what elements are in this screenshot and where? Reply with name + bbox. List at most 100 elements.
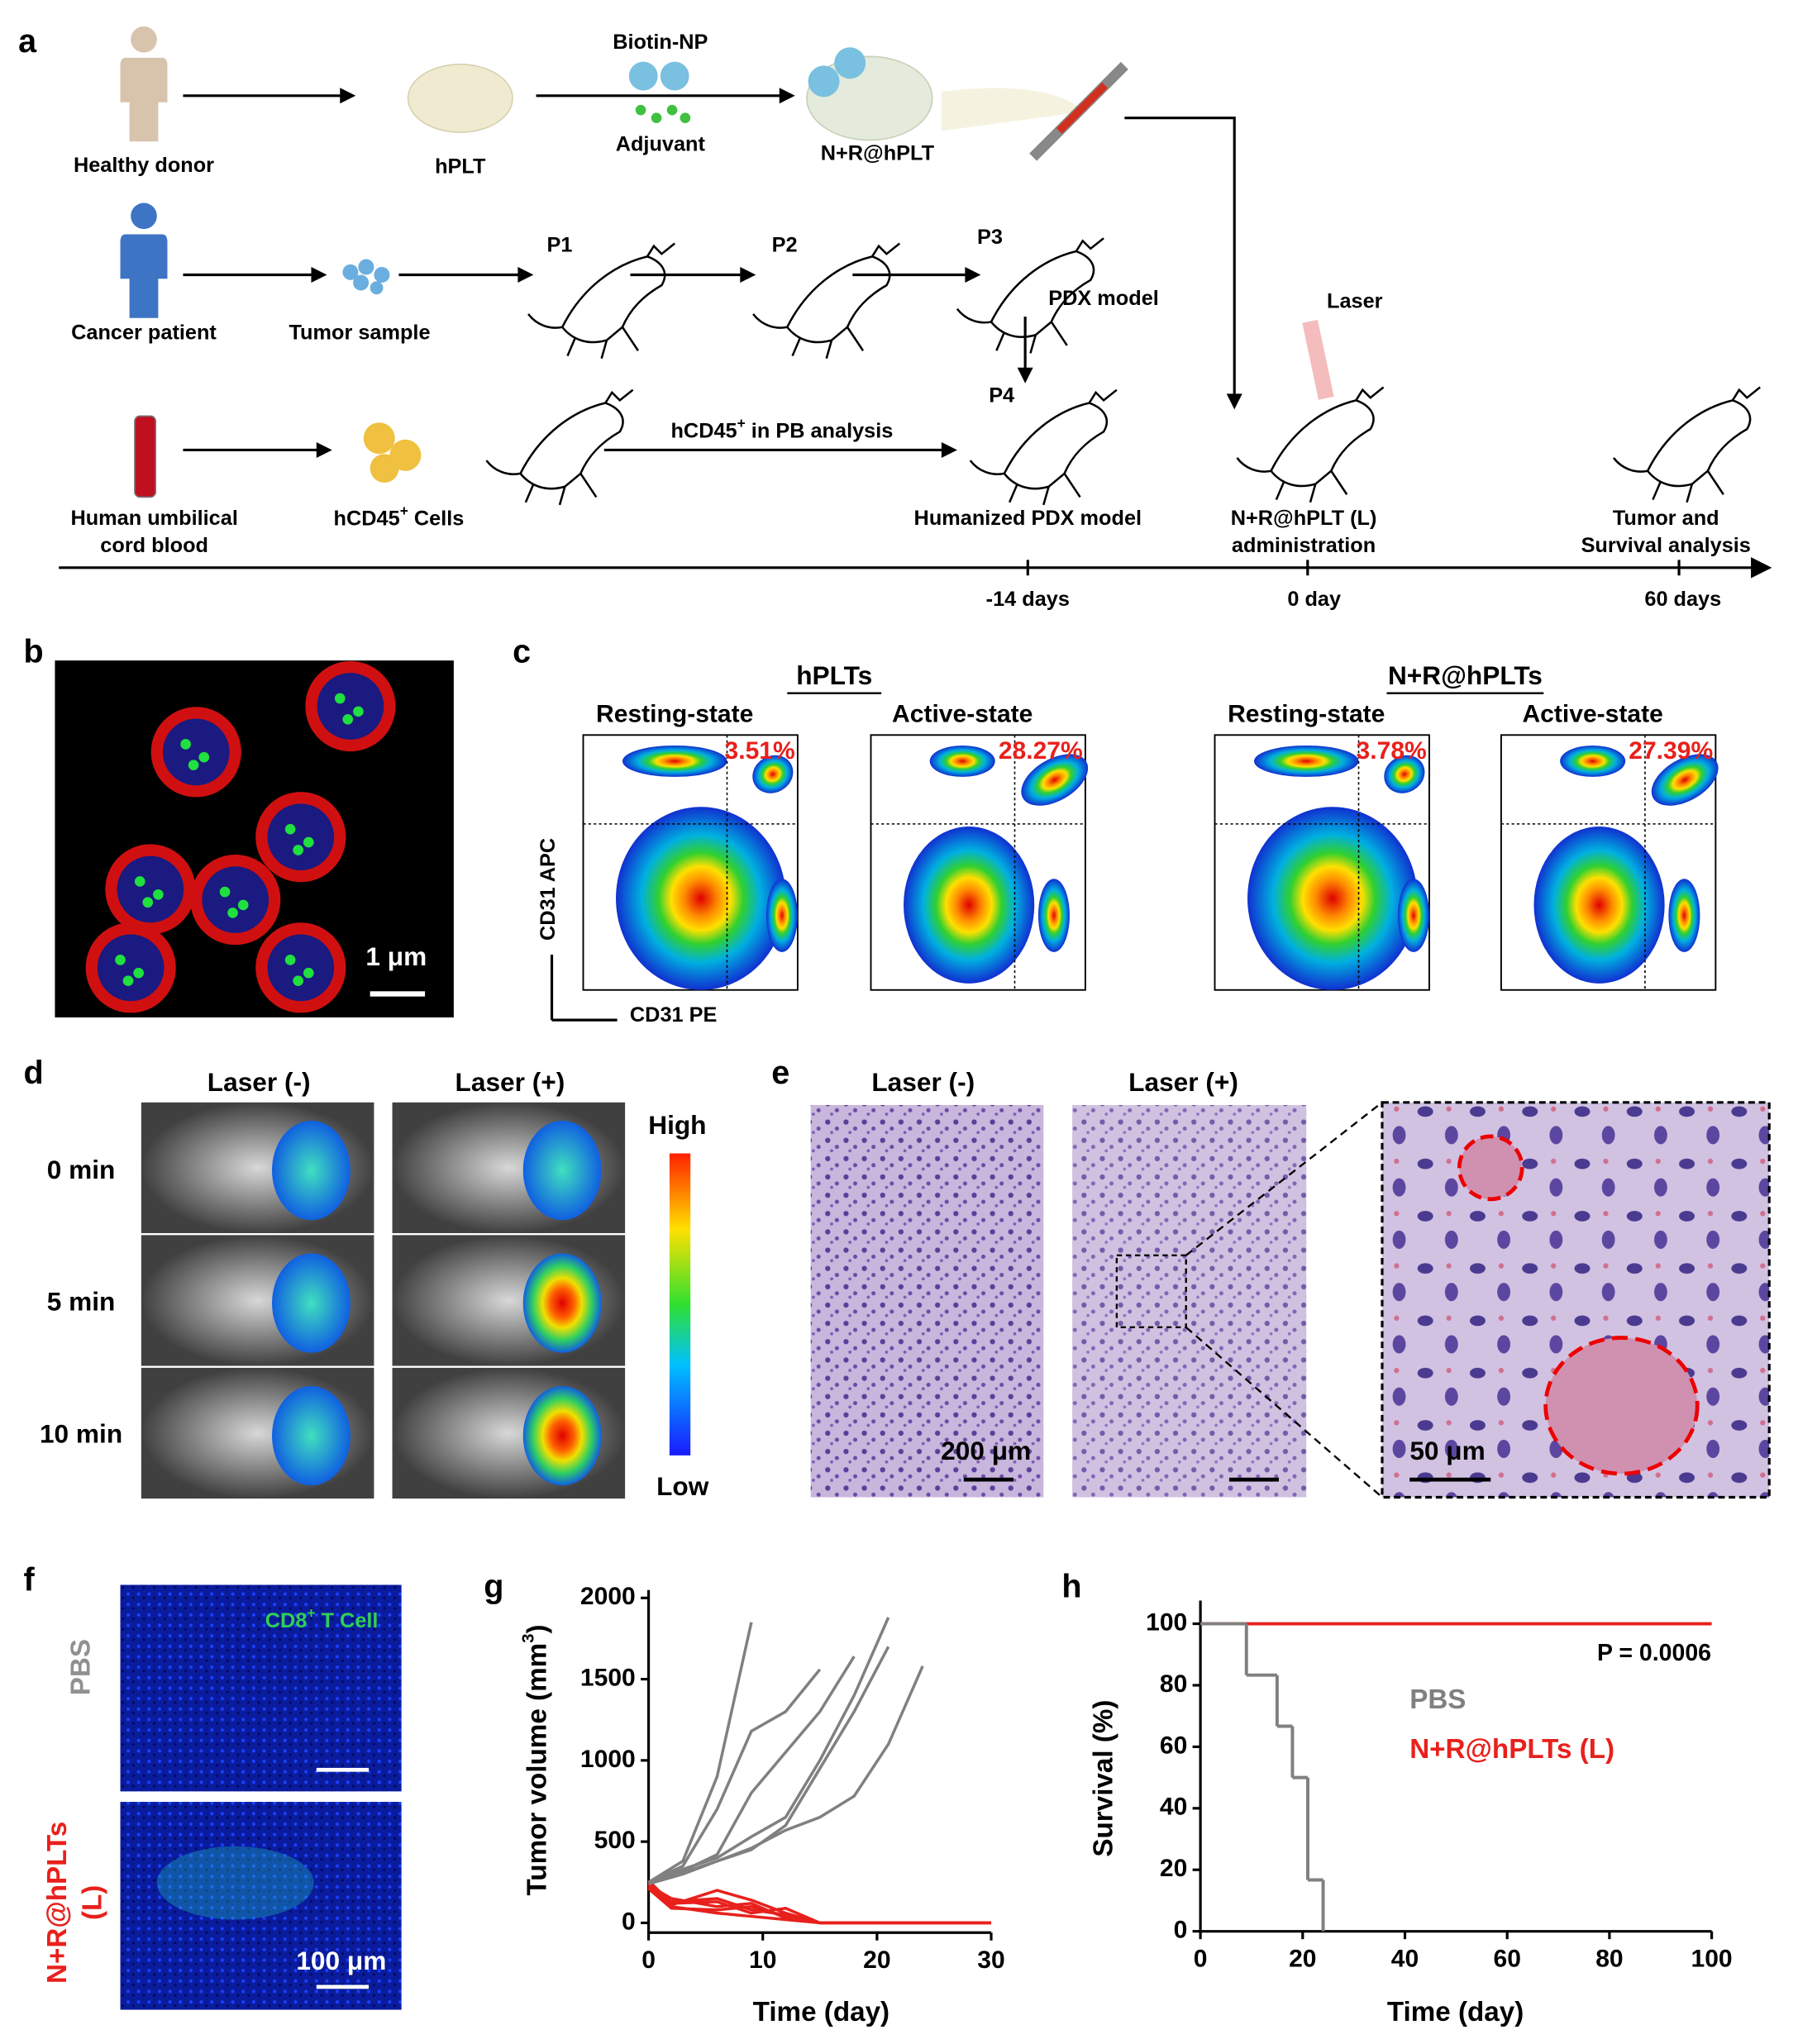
mouse-icon [969,388,1118,507]
signal [272,1120,351,1221]
label: P3 [977,226,1003,249]
y-axis-label: Tumor volume (mm3) [519,1624,552,1895]
label: hCD45+ in PB analysis [670,414,893,442]
label: P2 [772,233,798,256]
panel-label: e [771,1055,789,1091]
y-tick-label: 100 [1146,1608,1187,1636]
fluorescence-image [120,1802,402,2010]
y-tick-label: 0 [622,1908,636,1935]
label: Laser [1327,289,1383,312]
y-tick-label: 80 [1160,1670,1187,1698]
x-tick-label: 0 [641,1946,656,1974]
panel-label: g [484,1569,503,1605]
density [1021,754,1089,806]
plot-title: Resting-state [1228,701,1385,728]
label: P1 [547,233,573,256]
blood-tube [134,415,157,498]
colorbar-label: Low [656,1471,709,1501]
density [1397,879,1429,952]
panel-label: a [18,23,37,60]
scale-bar [1228,1477,1280,1482]
percent: 28.27% [999,737,1083,765]
density [765,879,798,952]
donor-icon [120,26,168,142]
annotation: P = 0.0006 [1597,1640,1711,1666]
text: Tumor volume (mm [522,1643,552,1896]
syringe-fill [1056,82,1108,134]
signal [272,1253,351,1353]
granule [134,876,145,887]
granule [334,693,346,704]
cell [150,707,241,798]
y-tick-label: 2000 [580,1583,636,1610]
label: Biotin-NP [613,31,708,54]
scale-bar [963,1477,1013,1482]
density [752,755,794,793]
label: Survival analysis [1581,534,1751,557]
percent: 3.51% [725,737,795,765]
series-line [648,1646,890,1885]
superscript: + [737,414,746,431]
column-label: Laser (-) [207,1067,311,1097]
granule [115,955,126,965]
axis-label: CD31 APC [537,838,560,941]
scale-bar [316,1984,370,1989]
group-title: hPLTs [796,660,872,690]
panel-label: d [23,1055,43,1091]
granule [133,967,144,979]
signal [522,1386,602,1486]
series-line [647,1880,992,1925]
series-line [647,1884,992,1925]
vessel-mark [1543,1336,1700,1476]
label: Human umbilical [70,507,237,530]
row-label: PBS [65,1639,96,1695]
cell [85,922,176,1013]
density [1668,879,1700,952]
label: 0 day [1287,588,1341,611]
granule [198,751,210,763]
row-label: 10 min [40,1419,122,1449]
text: in PB analysis [746,419,894,442]
x-tick-label: 20 [1289,1945,1316,1972]
density [1247,807,1418,990]
plot-title: Resting-state [596,701,753,728]
density [1384,755,1425,793]
density [1037,879,1070,952]
legend-entry: PBS [1409,1684,1466,1715]
cell [255,792,346,883]
scale-bar [316,1767,370,1772]
panel-label: h [1061,1569,1081,1605]
x-axis-label: Time (day) [1387,1997,1524,2027]
spray [941,88,1085,131]
density [1533,827,1665,984]
panel-label: f [23,1562,35,1599]
y-tick-label: 500 [594,1827,636,1854]
scale-label: 200 μm [941,1436,1031,1465]
row-label: (L) [78,1885,108,1920]
arrows [183,94,1236,452]
y-tick-label: 1500 [580,1665,636,1692]
x-tick-label: 10 [749,1946,776,1974]
scale-label: 50 μm [1409,1436,1485,1465]
timeline-tick [1026,560,1681,576]
label: -14 days [986,588,1070,611]
stain-label: CD8+ T Cell [265,1604,379,1632]
granule [188,760,199,770]
np-icon [808,65,840,98]
signal [522,1120,602,1221]
zoom-lines [1185,1101,1383,1498]
text: hCD45 [670,419,737,442]
panel-label: b [23,634,43,670]
y-tick-label: 20 [1160,1855,1187,1882]
text: T Cell [316,1608,379,1632]
x-tick-label: 40 [1391,1945,1419,1972]
group-title: N+R@hPLTs [1388,660,1543,690]
granule [142,897,154,908]
series-line [647,1622,753,1884]
plot-title: Active-state [1522,701,1662,728]
platelet-icon [407,64,513,133]
label: P4 [989,384,1014,407]
row-label: 5 min [47,1287,116,1317]
density [616,807,786,990]
